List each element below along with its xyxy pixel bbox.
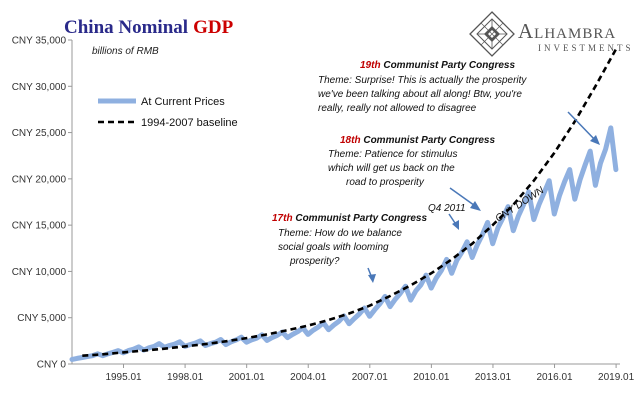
y-tick-label: CNY 20,000 [12,174,67,185]
legend: At Current Prices 1994-2007 baseline [98,96,238,129]
chart-title: China Nominal GDP [64,17,234,38]
annotation-18th-heading: 18th Communist Party Congress [340,135,495,146]
x-tick-label: 1998.01 [167,372,204,383]
x-tick-label: 2004.01 [290,372,327,383]
annotation-19th-heading: 19th Communist Party Congress [360,60,515,71]
annotation-19th-number: 19th [360,60,381,71]
x-tick-label: 2019.01 [598,372,635,383]
x-tick-label: 2016.01 [536,372,573,383]
annotation-18th-title: Communist Party Congress [361,135,496,146]
x-tick-label: 1995.01 [105,372,142,383]
annotation-17th-congress: 17th Communist Party Congress Theme: How… [272,213,427,283]
y-tick-label: CNY 0 [37,360,67,371]
chart-title-part2: GDP [193,17,234,38]
brand-sub: INVESTMENTS [538,43,634,53]
y-tick-label: CNY 10,000 [12,267,67,278]
annotation-18th-line-1: Theme: Patience for stimulus [328,149,458,160]
annotation-19th-line-2: we've been talking about all along! Btw,… [318,89,522,100]
x-tick-label: 2001.01 [229,372,266,383]
annotation-17th-line-3: prosperity? [289,256,340,267]
brand-logo: Alhambra INVESTMENTS [469,11,634,57]
diamond-lattice-logo-icon [469,11,515,57]
chart-title-part1: China Nominal [64,17,188,38]
legend-label-current: At Current Prices [141,96,225,108]
annotation-q4-2011-label: Q4 2011 [428,203,466,214]
units-note: billions of RMB [92,46,159,57]
x-tick-label: 2010.01 [413,372,450,383]
annotation-q4-2011: Q4 2011 [428,203,466,230]
annotation-18th-congress: 18th Communist Party Congress Theme: Pat… [328,135,495,211]
annotation-17th-heading: 17th Communist Party Congress [272,213,427,224]
annotation-17th-line-2: social goals with looming [278,242,389,253]
annotation-q4-2011-arrowhead [452,220,459,230]
annotation-19th-congress: 19th Communist Party Congress Theme: Sur… [318,60,600,145]
x-tick-label: 2013.01 [475,372,512,383]
annotation-19th-arrowhead [590,135,600,145]
annotation-17th-title: Communist Party Congress [293,213,428,224]
brand-name: Alhambra [518,19,616,43]
series-baseline-line [82,48,618,357]
y-tick-label: CNY 30,000 [12,82,67,93]
x-tick-label: 2007.01 [352,372,389,383]
y-tick-labels: CNY 0 CNY 5,000 CNY 10,000 CNY 15,000 CNY 20… [12,36,72,371]
annotation-18th-number: 18th [340,135,361,146]
annotation-18th-line-3: road to prosperity [346,177,425,188]
annotation-17th-arrowhead [368,274,376,283]
annotation-18th-arrowhead [470,201,481,211]
annotation-19th-arrow [567,111,598,143]
annotation-17th-line-1: Theme: How do we balance [278,228,402,239]
legend-label-baseline: 1994-2007 baseline [141,117,238,129]
y-tick-label: CNY 35,000 [12,36,67,47]
annotation-17th-number: 17th [272,213,293,224]
y-tick-label: CNY 25,000 [12,128,67,139]
annotation-19th-title: Communist Party Congress [381,60,516,71]
annotation-19th-line-3: really, really not allowed to disagree [318,103,477,114]
y-tick-label: CNY 15,000 [12,221,67,232]
annotation-18th-line-2: which will get us back on the [328,163,455,174]
x-tick-labels: 1995.01 1998.01 2001.01 2004.01 2007.01 2010.… [105,364,635,383]
annotation-19th-line-1: Theme: Surprise! This is actually the pr… [318,75,527,86]
y-tick-label: CNY 5,000 [17,313,66,324]
